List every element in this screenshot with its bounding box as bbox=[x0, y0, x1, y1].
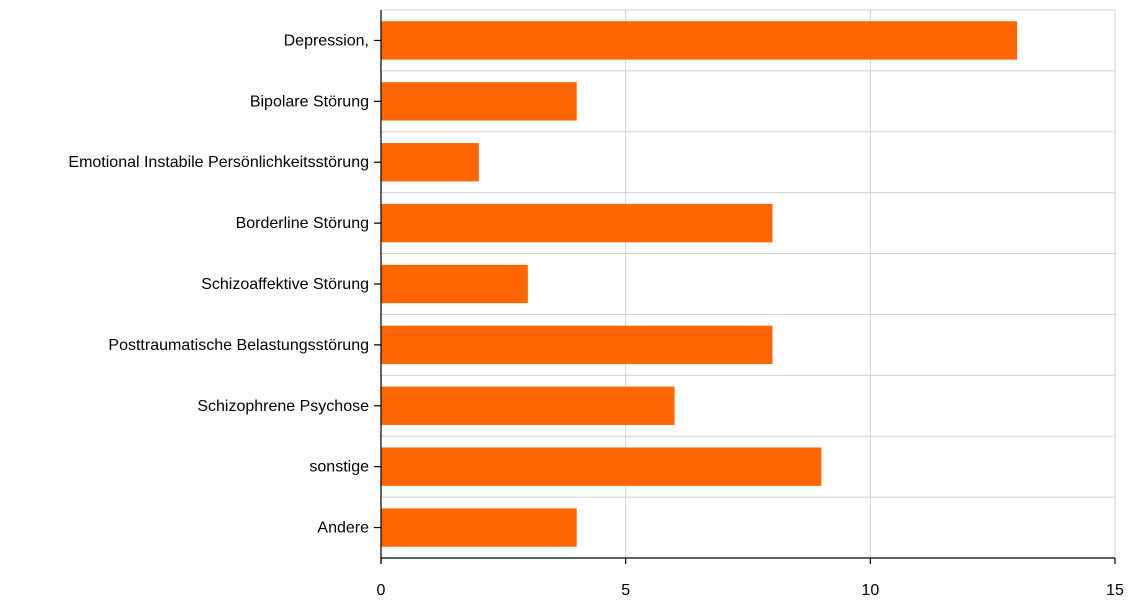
bars bbox=[381, 21, 1018, 547]
axes bbox=[374, 10, 1116, 564]
bar bbox=[381, 386, 675, 425]
bar bbox=[381, 143, 479, 182]
x-tick-label: 15 bbox=[1106, 582, 1124, 599]
category-label: Borderline Störung bbox=[236, 215, 369, 232]
category-label: sonstige bbox=[309, 459, 369, 476]
x-tick-label: 0 bbox=[377, 582, 386, 599]
bar bbox=[381, 508, 577, 547]
category-label: Schizoaffektive Störung bbox=[201, 276, 369, 293]
category-label: Depression, bbox=[284, 32, 369, 49]
category-label: Bipolare Störung bbox=[250, 93, 369, 110]
x-tick-labels: 0 5 10 15 bbox=[377, 582, 1124, 599]
bar bbox=[381, 82, 577, 121]
bar bbox=[381, 203, 773, 243]
category-labels: Depression, Bipolare Störung Emotional Ins… bbox=[68, 32, 369, 536]
x-tick-label: 10 bbox=[861, 582, 879, 599]
bar bbox=[381, 264, 528, 304]
category-label: Schizophrene Psychose bbox=[197, 398, 369, 415]
bar bbox=[381, 447, 822, 486]
category-label: Posttraumatische Belastungsstörung bbox=[108, 337, 369, 354]
bar bbox=[381, 21, 1018, 60]
category-label: Andere bbox=[317, 520, 369, 537]
category-label: Emotional Instabile Persönlichkeitsstöru… bbox=[68, 154, 369, 171]
x-tick-label: 5 bbox=[621, 582, 630, 599]
bar bbox=[381, 325, 773, 365]
